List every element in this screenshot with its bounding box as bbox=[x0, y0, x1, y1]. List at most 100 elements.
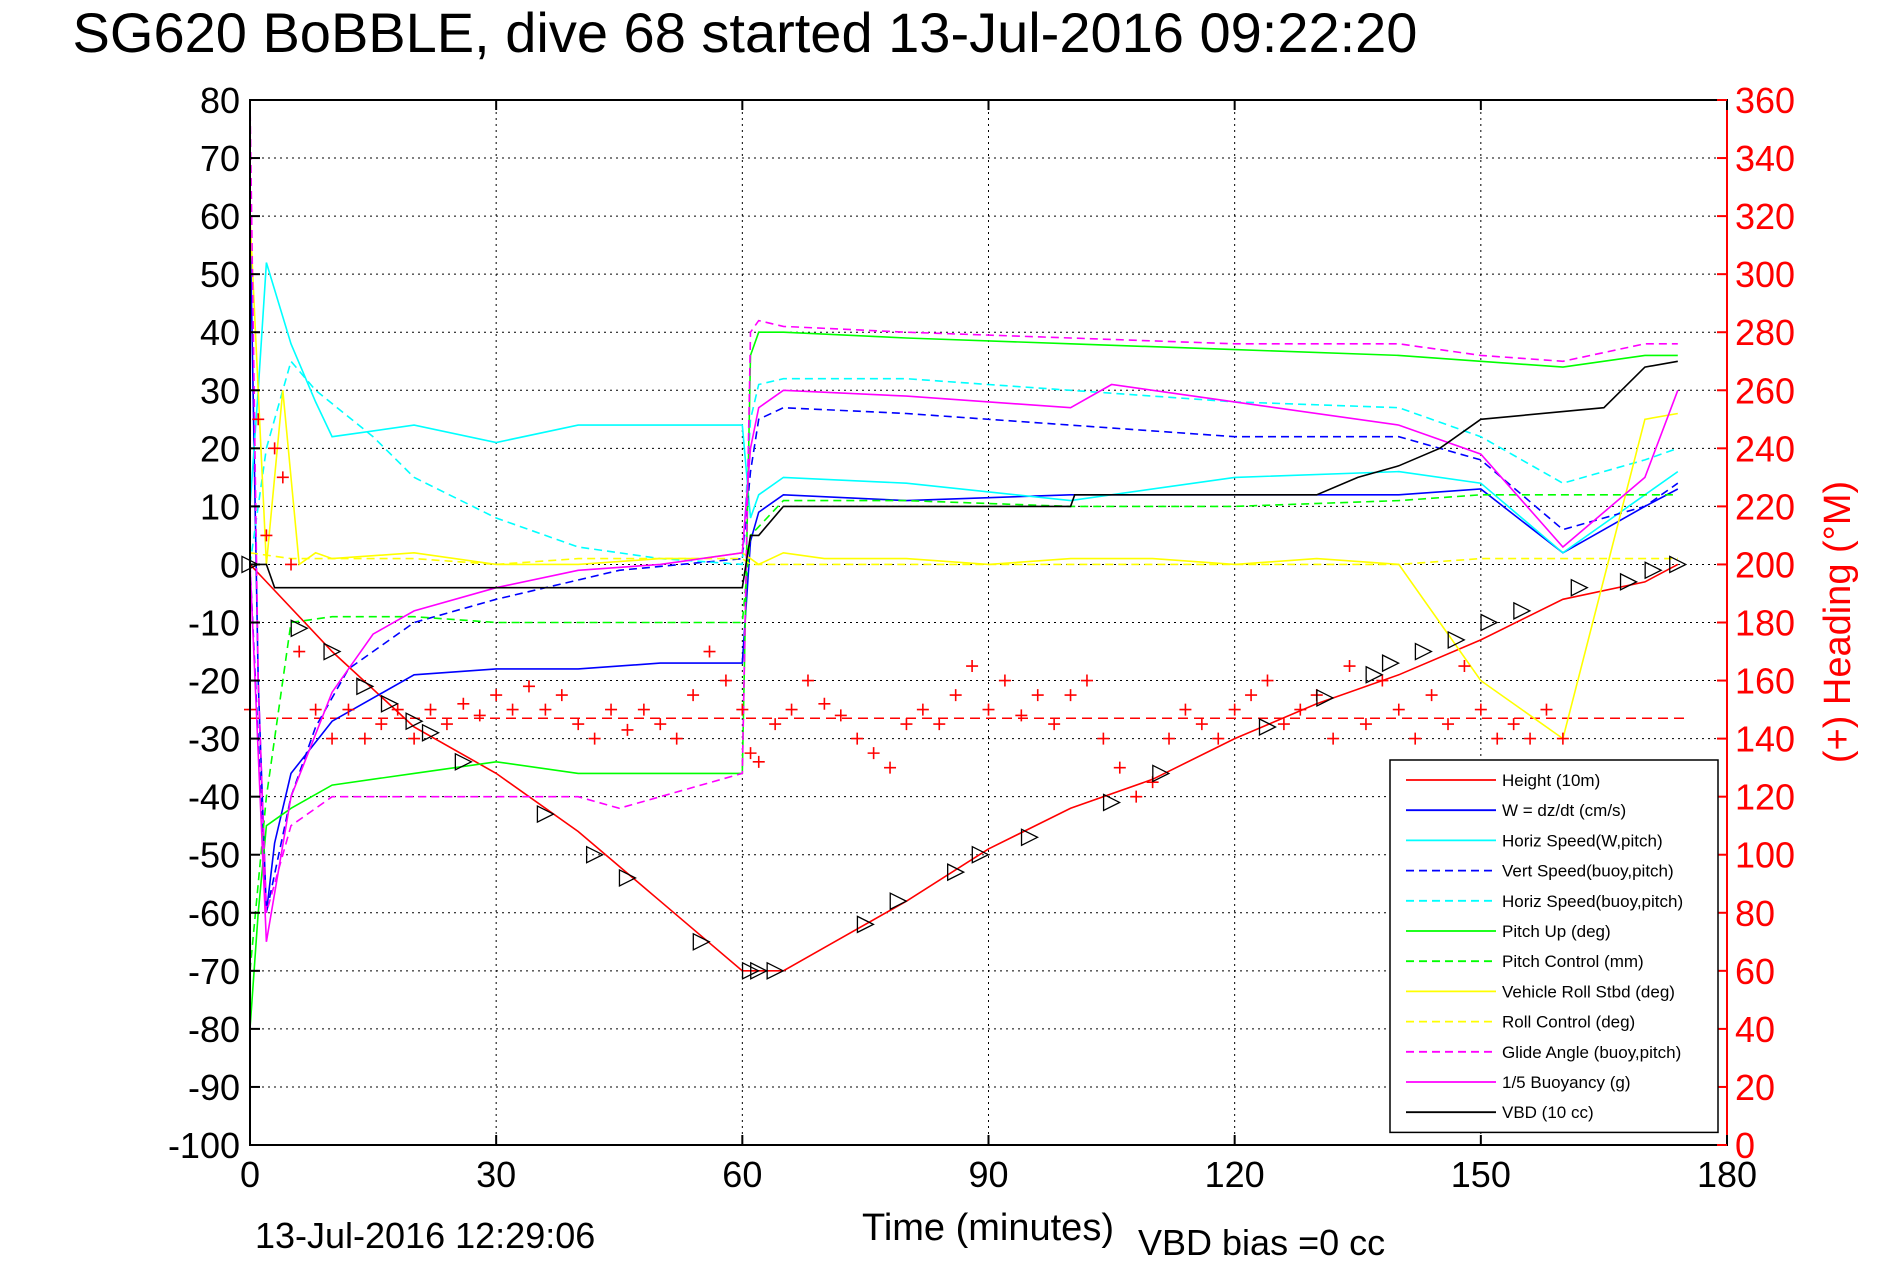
heading-point bbox=[572, 718, 585, 731]
heading-point bbox=[884, 761, 897, 774]
heading-point bbox=[654, 718, 667, 731]
heading-point bbox=[1425, 689, 1438, 702]
right-y-tick-label: 60 bbox=[1735, 951, 1775, 992]
heading-point bbox=[801, 674, 814, 687]
right-y-tick-label: 360 bbox=[1735, 80, 1795, 121]
right-y-tick-label: 120 bbox=[1735, 777, 1795, 818]
heading-point bbox=[1097, 732, 1110, 745]
heading-point bbox=[555, 689, 568, 702]
heading-point bbox=[851, 732, 864, 745]
chart-title: SG620 BoBBLE, dive 68 started 13-Jul-201… bbox=[73, 1, 1418, 64]
dive-marker bbox=[1513, 601, 1532, 620]
heading-point bbox=[1130, 790, 1143, 803]
heading-point bbox=[1212, 732, 1225, 745]
series-line-4 bbox=[249, 359, 1679, 566]
dive-marker bbox=[290, 619, 309, 638]
heading-point bbox=[605, 703, 618, 716]
y-tick-label: 60 bbox=[200, 196, 240, 237]
y-tick-label: -30 bbox=[188, 719, 240, 760]
heading-point bbox=[637, 703, 650, 716]
y-tick-label: -20 bbox=[188, 661, 240, 702]
y-tick-label: 50 bbox=[200, 254, 240, 295]
heading-point bbox=[358, 732, 371, 745]
heading-point bbox=[1163, 732, 1176, 745]
dive-markers bbox=[241, 555, 1688, 980]
heading-point bbox=[588, 732, 601, 745]
dive-marker bbox=[380, 694, 399, 713]
heading-point bbox=[285, 558, 298, 571]
heading-point bbox=[1245, 689, 1258, 702]
heading-point bbox=[1491, 732, 1504, 745]
y-tick-label: -80 bbox=[188, 1009, 240, 1050]
y-tick-label: 30 bbox=[200, 370, 240, 411]
legend-entry-5: Pitch Up (deg) bbox=[1502, 922, 1611, 941]
heading-point bbox=[424, 703, 437, 716]
heading-point bbox=[375, 718, 388, 731]
legend: Height (10m) W = dz/dt (cm/s) Horiz Speed(… bbox=[1389, 759, 1719, 1134]
heading-point bbox=[1343, 660, 1356, 673]
y-tick-label: 20 bbox=[200, 428, 240, 469]
heading-point bbox=[309, 703, 322, 716]
footer-timestamp: 13-Jul-2016 12:29:06 bbox=[255, 1215, 595, 1256]
series-line-3 bbox=[249, 406, 1679, 913]
dive-marker bbox=[1102, 793, 1122, 812]
x-tick-label: 150 bbox=[1451, 1154, 1511, 1195]
heading-point bbox=[982, 703, 995, 716]
heading-point bbox=[268, 442, 281, 455]
y-tick-label: 70 bbox=[200, 138, 240, 179]
y-tick-label: 40 bbox=[200, 312, 240, 353]
heading-point bbox=[916, 703, 929, 716]
heading-point bbox=[1294, 703, 1307, 716]
x-axis-label: Time (minutes) bbox=[862, 1207, 1114, 1249]
right-y-tick-label: 80 bbox=[1735, 893, 1775, 934]
series-line-9 bbox=[249, 99, 1678, 914]
legend-entry-8: Roll Control (deg) bbox=[1502, 1013, 1635, 1032]
heading-point bbox=[1392, 703, 1405, 716]
heading-point bbox=[1113, 761, 1126, 774]
heading-point bbox=[736, 703, 749, 716]
heading-series bbox=[244, 413, 1569, 803]
heading-point bbox=[506, 703, 519, 716]
heading-point bbox=[293, 645, 306, 658]
heading-point bbox=[1195, 718, 1208, 731]
dive-marker bbox=[454, 752, 473, 771]
x-tick-label: 90 bbox=[968, 1154, 1008, 1195]
heading-point bbox=[1458, 660, 1471, 673]
legend-box bbox=[1389, 759, 1719, 1134]
legend-entry-9: Glide Angle (buoy,pitch) bbox=[1502, 1043, 1681, 1062]
heading-point bbox=[457, 697, 470, 710]
axes: 0 30 60 90 120 150 18080706050403020100-10-20-… bbox=[168, 80, 1795, 1195]
dive-marker bbox=[766, 961, 785, 980]
dive-marker bbox=[947, 863, 966, 882]
right-y-tick-label: 180 bbox=[1735, 603, 1795, 644]
right-y-axis-label: (+) Heading (°M) bbox=[1817, 481, 1859, 763]
heading-point bbox=[1327, 732, 1340, 745]
right-y-tick-label: 260 bbox=[1735, 370, 1795, 411]
dive-marker bbox=[1152, 764, 1171, 783]
heading-point bbox=[1376, 674, 1389, 687]
right-y-tick-label: 140 bbox=[1735, 719, 1795, 760]
heading-point bbox=[473, 709, 486, 722]
dive-marker bbox=[323, 642, 342, 661]
heading-point bbox=[342, 703, 355, 716]
legend-entry-6: Pitch Control (mm) bbox=[1502, 952, 1644, 971]
series-line-11 bbox=[250, 360, 1678, 589]
heading-point bbox=[867, 747, 880, 760]
heading-point bbox=[539, 703, 552, 716]
heading-point bbox=[1080, 674, 1093, 687]
heading-point bbox=[752, 755, 765, 768]
dive-marker bbox=[1381, 654, 1401, 673]
heading-point bbox=[949, 689, 962, 702]
heading-point bbox=[834, 709, 847, 722]
legend-entry-3: Vert Speed(buoy,pitch) bbox=[1502, 862, 1674, 881]
footer-vbd-bias: VBD bias =0 cc bbox=[1138, 1222, 1385, 1262]
heading-point bbox=[719, 674, 732, 687]
heading-point bbox=[933, 718, 946, 731]
right-y-tick-label: 300 bbox=[1735, 254, 1795, 295]
heading-point bbox=[391, 703, 404, 716]
heading-point bbox=[670, 732, 683, 745]
heading-point bbox=[703, 645, 716, 658]
dive-marker bbox=[1480, 613, 1499, 632]
dive-marker bbox=[692, 932, 711, 951]
heading-point bbox=[408, 732, 421, 745]
